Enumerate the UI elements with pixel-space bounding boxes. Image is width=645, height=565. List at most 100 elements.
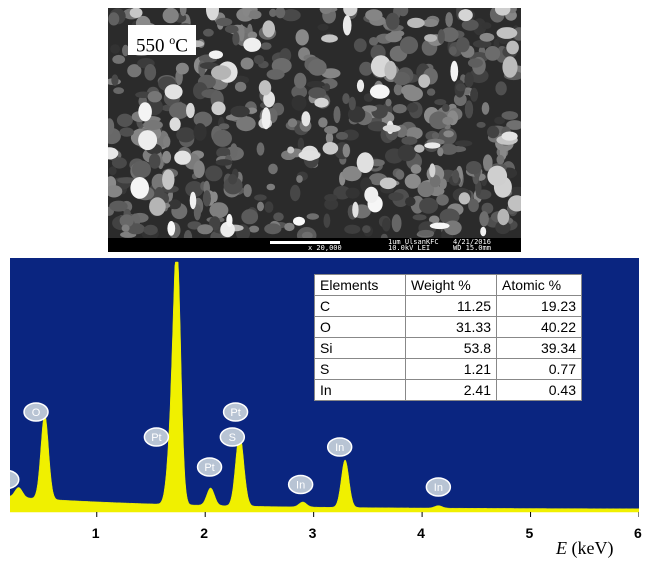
working-distance-text: WD 15.0mm — [453, 244, 491, 252]
sem-grain — [176, 127, 195, 143]
sem-grain — [429, 111, 449, 130]
sem-grain — [193, 111, 213, 128]
sem-grain — [241, 209, 259, 225]
sem-grain — [148, 153, 161, 169]
sem-bright-particle — [138, 130, 158, 151]
sem-grain — [108, 185, 123, 198]
sem-texture — [108, 8, 521, 246]
peak-label-text: C — [10, 475, 11, 487]
sem-grain — [506, 120, 521, 130]
sem-grain — [248, 10, 262, 20]
peak-label: In — [425, 477, 452, 497]
sem-bright-particle — [379, 177, 397, 190]
sem-grain — [439, 178, 447, 190]
sem-grain — [442, 103, 450, 112]
sem-grain — [218, 123, 230, 130]
sem-bright-particle — [424, 142, 441, 149]
sem-grain — [369, 37, 379, 46]
sem-grain — [431, 132, 440, 140]
sem-grain — [440, 27, 459, 42]
sem-grain — [437, 147, 444, 157]
sem-grain — [321, 68, 341, 79]
sem-grain — [199, 62, 218, 70]
sem-grain — [224, 25, 239, 34]
sem-grain — [468, 198, 479, 213]
sem-grain — [301, 231, 313, 240]
sem-grain — [294, 72, 307, 89]
sem-grain — [405, 127, 423, 140]
sem-grain — [392, 104, 407, 114]
sem-grain — [193, 160, 205, 179]
sem-grain — [162, 8, 179, 24]
header-weight: Weight % — [405, 274, 497, 296]
sem-bright-particle — [356, 79, 365, 93]
sem-grain — [317, 23, 329, 31]
sem-grain — [281, 9, 301, 22]
sem-grain — [296, 175, 303, 183]
sem-bright-particle — [458, 9, 473, 22]
sem-grain — [399, 36, 419, 54]
sem-info-bar: x 20,000 1um UlsanKFC 10.0kV LEI 4/21/20… — [108, 238, 521, 252]
peak-label: Pt — [196, 457, 223, 477]
sem-grain — [253, 55, 265, 65]
x-tick-label: 2 — [200, 525, 208, 541]
peak-label-text: Pt — [151, 432, 161, 444]
sem-bright-particle — [384, 60, 397, 80]
sem-grain — [393, 71, 410, 86]
sem-grain — [215, 159, 233, 166]
sem-grain — [240, 57, 254, 70]
sem-grain — [110, 44, 121, 54]
sem-grain — [215, 17, 233, 27]
sem-grain — [257, 201, 264, 212]
peak-labels-layer: COSiPtPtSPtInInIn — [10, 402, 452, 497]
peak-label-bubble — [287, 474, 314, 495]
sem-grain — [323, 83, 331, 92]
sem-grain — [287, 118, 298, 128]
voltage-detector-text: 10.0kV LEI — [388, 244, 431, 252]
sem-grain — [426, 88, 436, 96]
peak-label-text: S — [229, 432, 236, 444]
sem-bright-particle — [262, 20, 275, 38]
sem-grain — [428, 215, 440, 224]
peak-label: In — [287, 474, 314, 495]
sem-bright-particle — [108, 147, 119, 160]
sem-bright-particle — [293, 216, 305, 226]
sem-bright-particle — [314, 97, 329, 108]
element-cell: S — [314, 358, 406, 380]
sem-grain — [440, 143, 458, 155]
sem-grain — [269, 8, 277, 17]
sem-grain — [455, 140, 473, 147]
atomic-cell: 19.23 — [496, 295, 582, 317]
header-atomic: Atomic % — [496, 274, 582, 296]
sem-grain — [109, 200, 128, 212]
sem-grain — [417, 229, 435, 237]
sem-grain — [112, 54, 126, 64]
sem-grain — [466, 161, 482, 175]
sem-bright-particle — [450, 60, 459, 82]
sem-grain — [481, 202, 494, 214]
sem-grain — [485, 46, 501, 61]
sem-grain — [248, 225, 260, 233]
sem-grain — [117, 177, 136, 184]
sem-grain — [111, 157, 127, 169]
sem-bright-particle — [164, 84, 183, 100]
sem-grain — [495, 220, 511, 235]
sem-grain — [391, 214, 402, 233]
x-axis-symbol: E — [556, 538, 567, 558]
sem-grain — [353, 38, 367, 53]
sem-grain — [333, 185, 351, 200]
sem-grain — [397, 144, 416, 162]
sem-grain — [470, 87, 479, 102]
sem-grain — [295, 29, 309, 46]
sem-bright-particle — [186, 102, 195, 119]
peak-label-bubble — [10, 470, 20, 489]
atomic-cell: 40.22 — [496, 316, 582, 338]
sem-grain — [495, 81, 507, 96]
sem-bright-particle — [342, 15, 352, 36]
sem-grain — [456, 37, 470, 53]
table-row: C 11.25 19.23 — [314, 295, 582, 317]
ticks-layer — [96, 512, 639, 517]
sem-grain — [264, 223, 282, 235]
weight-cell: 53.8 — [405, 337, 497, 359]
sem-grain — [417, 181, 435, 198]
